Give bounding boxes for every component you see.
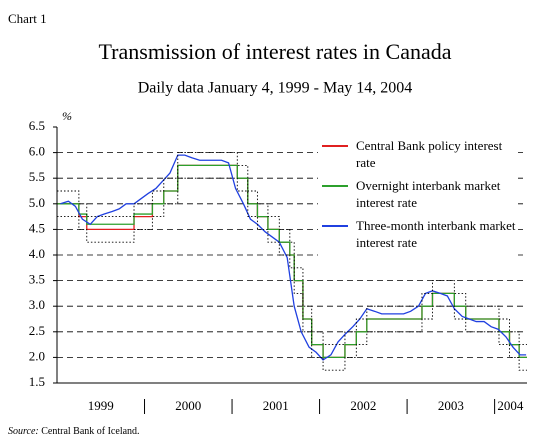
source-label: Source: — [8, 426, 39, 437]
y-tick-label: 5.0 — [29, 195, 45, 210]
y-tick-label: 5.5 — [29, 169, 45, 184]
legend-swatch — [322, 145, 348, 147]
y-tick-label: 3.0 — [29, 297, 45, 312]
y-tick-label: 1.5 — [29, 374, 45, 389]
chart-title: Transmission of interest rates in Canada — [99, 39, 452, 64]
y-unit: % — [62, 109, 72, 123]
x-tick-label: 1999 — [88, 398, 114, 413]
y-tick-label: 4.5 — [29, 220, 45, 235]
lines — [57, 152, 527, 371]
series-line — [57, 164, 527, 359]
legend-label: Central Bank policy interest rate — [356, 138, 503, 170]
source-text: Central Bank of Iceland. — [41, 426, 139, 437]
legend: Central Bank policy interest rate Overnig… — [318, 137, 518, 257]
x-tick-label: 2003 — [438, 398, 464, 413]
x-tick-label: 2004 — [497, 398, 524, 413]
legend-swatch — [322, 225, 348, 227]
y-tick-label: 2.5 — [29, 323, 45, 338]
y-tick-label: 2.0 — [29, 348, 45, 363]
x-tick-label: 2002 — [350, 398, 376, 413]
y-tick-label: 3.5 — [29, 272, 45, 287]
x-tick-label: 2001 — [263, 398, 289, 413]
chart-subtitle: Daily data January 4, 1999 - May 14, 200… — [138, 80, 413, 97]
legend-label: Three-month interbank market interest ra… — [356, 218, 516, 250]
series-line — [60, 154, 527, 361]
y-tick-label: 6.0 — [29, 144, 45, 159]
chart-label: Chart 1 — [8, 11, 47, 26]
legend-entry: Three-month interbank market interest ra… — [318, 217, 518, 251]
legend-swatch — [322, 185, 348, 187]
legend-entry: Overnight interbank market interest rate — [318, 177, 518, 211]
legend-entry: Central Bank policy interest rate — [318, 137, 518, 171]
y-tick-label: 6.5 — [29, 118, 45, 133]
source: Source: Central Bank of Iceland. — [8, 426, 140, 437]
legend-label: Overnight interbank market interest rate — [356, 178, 501, 210]
x-tick-label: 2000 — [175, 398, 201, 413]
y-tick-label: 4.0 — [29, 246, 45, 261]
